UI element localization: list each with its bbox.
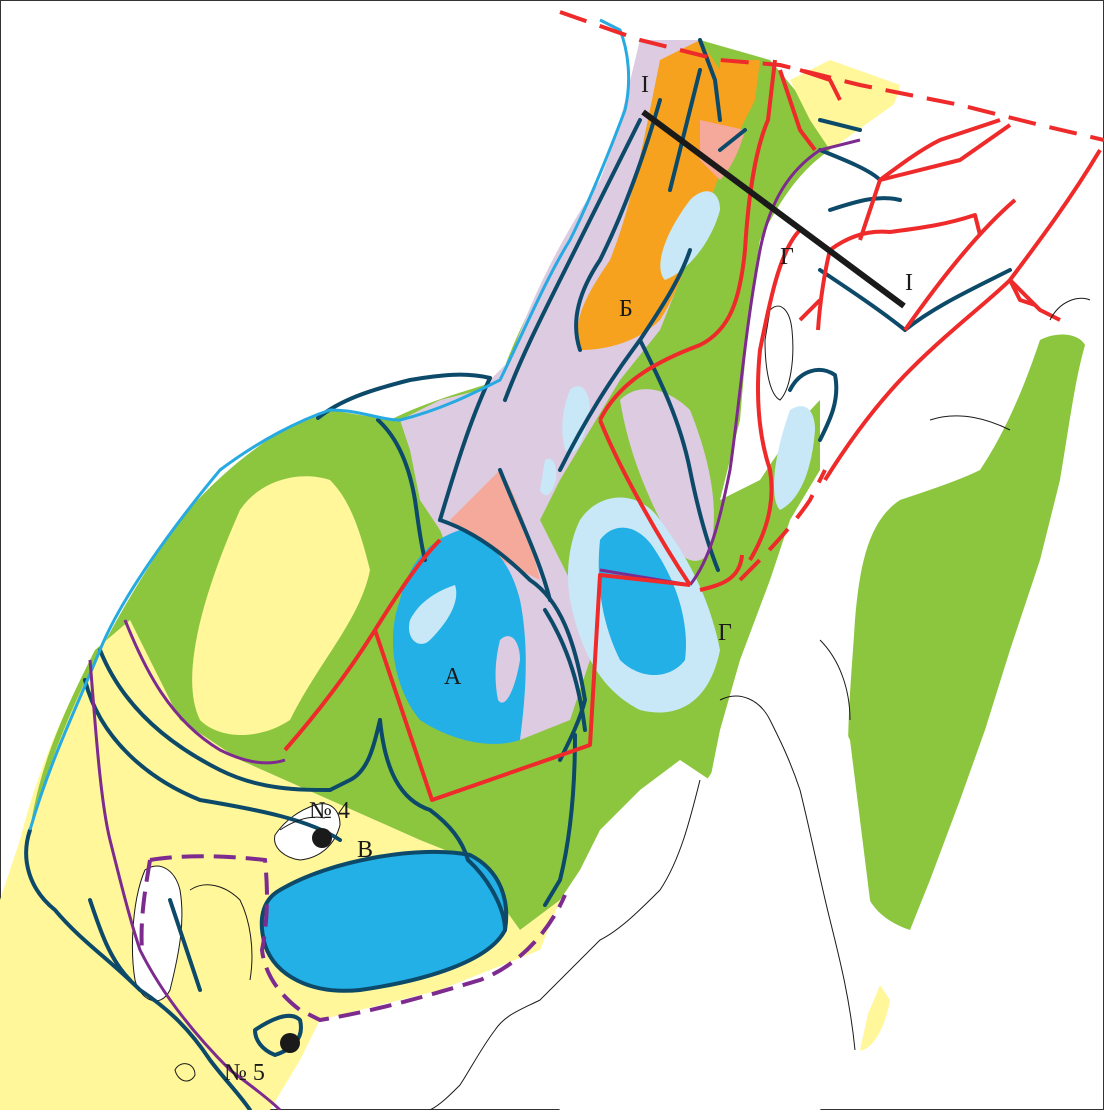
blue-zone-south xyxy=(261,851,507,991)
coastline-west xyxy=(28,18,631,831)
lilac-zone-east xyxy=(620,389,714,561)
lilac-streak xyxy=(495,636,520,703)
light-blue-north xyxy=(660,191,720,280)
purple-dashed-boundary xyxy=(149,854,567,1023)
light-blue-east xyxy=(774,406,815,510)
shoreline-outlines xyxy=(174,297,1091,1110)
yellow-zone-inner xyxy=(192,476,370,735)
light-blue-central-2 xyxy=(540,458,557,496)
green-zone-east-island xyxy=(848,334,1085,930)
orange-zone-b xyxy=(577,40,740,350)
orange-zone-north xyxy=(720,60,760,130)
red-dashed-north-boundary xyxy=(559,10,1104,142)
zone-label-g-north: Г xyxy=(780,244,794,270)
well-5-label: № 5 xyxy=(224,1060,265,1086)
light-blue-in-a xyxy=(409,585,457,644)
yellow-sliver-southeast xyxy=(855,985,890,1051)
blue-zone-central-south xyxy=(598,527,686,675)
zone-label-a: А xyxy=(444,664,462,690)
zone-label-b: Б xyxy=(619,296,633,322)
section-label-start: I xyxy=(641,72,649,98)
red-boundaries xyxy=(283,59,1102,802)
purple-dashed-boundary-west xyxy=(139,859,152,951)
blue-zone-a xyxy=(392,530,526,744)
section-label-end: I xyxy=(905,270,913,296)
white-coast-southeast xyxy=(520,640,880,1110)
well-4-label: № 4 xyxy=(309,798,350,824)
well-4-marker xyxy=(312,828,332,848)
zone-label-g-south: Г xyxy=(718,620,732,646)
zone-label-v: В xyxy=(357,837,373,863)
section-line-i-i xyxy=(641,109,906,309)
red-dashed-east-segment xyxy=(738,469,827,582)
well-5-marker xyxy=(280,1033,300,1053)
white-lake-north xyxy=(764,305,794,401)
salmon-zone-central xyxy=(450,470,540,580)
light-blue-central-1 xyxy=(562,386,590,453)
